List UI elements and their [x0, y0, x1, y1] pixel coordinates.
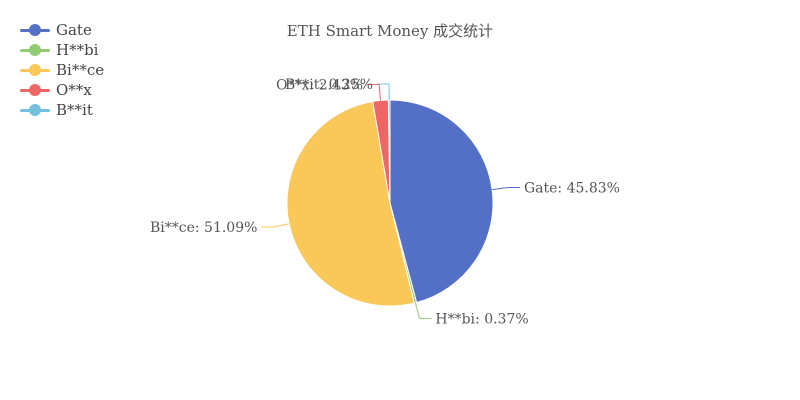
legend-item-gate[interactable]: Gate — [18, 20, 104, 40]
label-leader-line — [492, 187, 520, 191]
legend-label: Bi**ce — [56, 61, 105, 79]
slice-label-ox: O**x: 2.43% — [276, 78, 363, 94]
legend-item-bit[interactable]: B**it — [18, 100, 104, 120]
label-leader-line — [377, 83, 390, 101]
legend-label: B**it — [56, 101, 93, 119]
slice-label-gate: Gate: 45.83% — [524, 181, 620, 197]
slice-label-hbi: H**bi: 0.37% — [435, 311, 528, 327]
legend-label: H**bi — [56, 41, 99, 59]
label-leader-line — [261, 223, 290, 228]
chart-title: ETH Smart Money 成交统计 — [286, 22, 494, 40]
legend-item-bice[interactable]: Bi**ce — [18, 60, 104, 80]
legend-swatch-icon — [18, 40, 52, 60]
legend-swatch-icon — [18, 80, 52, 100]
label-leader-line — [367, 84, 382, 101]
legend-swatch-icon — [18, 20, 52, 40]
legend-label: Gate — [56, 21, 92, 39]
legend-item-ox[interactable]: O**x — [18, 80, 104, 100]
pie-slice-bit[interactable] — [387, 99, 391, 204]
legend-swatch-icon — [18, 60, 52, 80]
legend-label: O**x — [56, 81, 92, 99]
legend-swatch-icon — [18, 100, 52, 120]
chart-legend: Gate H**bi Bi**ce O**x B**it — [18, 20, 104, 120]
legend-item-hbi[interactable]: H**bi — [18, 40, 104, 60]
slice-label-bit: B**it: 0.25% — [285, 77, 373, 93]
slice-label-bice: Bi**ce: 51.09% — [150, 220, 257, 236]
label-leader-line — [414, 302, 432, 319]
